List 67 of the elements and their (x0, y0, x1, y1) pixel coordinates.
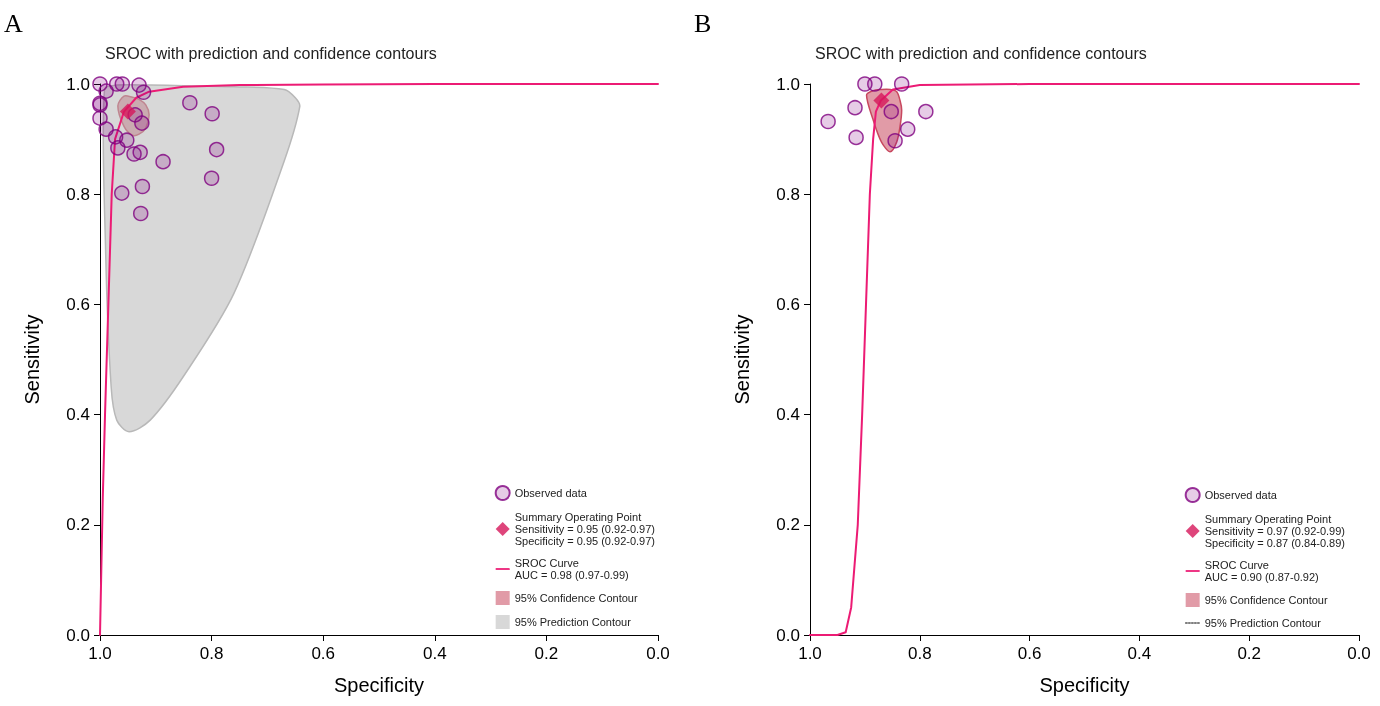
point (867, 76, 883, 92)
y-tick-label: 0.2 (776, 515, 800, 535)
point (134, 178, 151, 195)
x-axis-title: Specificity (333, 674, 425, 696)
x-tick-label: 0.6 (311, 644, 336, 663)
point (135, 84, 152, 101)
legend-label: Summary Operating Point Sensitivity = 0.95 (0.92-0.97) Specificity = 0.95 (0.92-0.97) (514, 511, 655, 547)
x-tick-label: 1.0 (88, 644, 112, 663)
point (110, 140, 126, 156)
point (208, 141, 225, 158)
legend-label: 95% Confidence Contour (1204, 594, 1328, 606)
x-axis-title: Specificity (1039, 674, 1130, 696)
point (204, 106, 220, 122)
y-axis-title: Sensitivity (731, 314, 753, 405)
legend-label: SROC Curve AUC = 0.98 (0.97-0.99) (514, 557, 629, 581)
point (132, 144, 148, 161)
point (114, 76, 131, 92)
point (873, 92, 890, 109)
legend-label: SROC Curve AUC = 0.90 (0.87-0.92) (1204, 559, 1319, 583)
y-tick-label: 0.6 (776, 294, 800, 314)
legend-label: Summary Operating Point Sensitivity = 0.97 (0.92-0.99) Specificity = 0.87 (0.84-0.89) (1204, 513, 1345, 549)
point (133, 205, 149, 222)
point (918, 103, 934, 120)
point (883, 103, 899, 120)
y-tick-label: 0.4 (776, 405, 800, 425)
legend-label: Observed data (514, 487, 588, 499)
y-tick-label: 0.0 (776, 625, 800, 645)
x-tick-label: 0.8 (199, 644, 224, 663)
y-tick-label: 0.4 (66, 405, 90, 425)
y-tick-label: 0.8 (66, 184, 90, 204)
text: B (694, 8, 712, 38)
y-axis-title: Sensitivity (21, 314, 43, 405)
point (119, 103, 136, 120)
legend-label: 95% Prediction Contour (514, 616, 632, 628)
point (820, 113, 836, 130)
text: A (4, 8, 23, 38)
legend-label: 95% Prediction Contour (1204, 617, 1322, 629)
x-tick-label: 0.4 (422, 644, 447, 663)
y-tick-label: 0.0 (66, 625, 90, 645)
point (899, 121, 916, 137)
chart-title: SROC with prediction and confidence contours (105, 44, 437, 62)
y-tick-label: 1.0 (776, 74, 800, 94)
point (155, 153, 171, 170)
point (134, 115, 150, 131)
y-tick-label: 0.8 (776, 184, 800, 204)
chart-title: SROC with prediction and confidence contours (815, 44, 1147, 62)
x-tick-label: 0.6 (1017, 644, 1042, 663)
point (887, 133, 903, 149)
x-tick-label: 0.2 (1237, 644, 1262, 663)
legend-label: Observed data (1204, 489, 1278, 501)
y-tick-label: 0.6 (66, 294, 90, 314)
y-tick-label: 1.0 (66, 74, 90, 94)
x-tick-label: 1.0 (798, 644, 822, 663)
x-tick-label: 0.0 (1347, 644, 1371, 663)
point (182, 94, 198, 111)
point (847, 99, 863, 116)
point (114, 185, 130, 201)
point (848, 129, 864, 146)
point (893, 76, 910, 92)
y-tick-label: 0.2 (66, 515, 90, 535)
point (92, 110, 108, 126)
x-tick-label: 0.8 (907, 644, 932, 663)
point (203, 170, 220, 186)
x-tick-label: 0.4 (1127, 644, 1152, 663)
legend-label: 95% Confidence Contour (514, 592, 638, 604)
x-tick-label: 0.0 (646, 644, 670, 663)
x-tick-label: 0.2 (534, 644, 559, 663)
